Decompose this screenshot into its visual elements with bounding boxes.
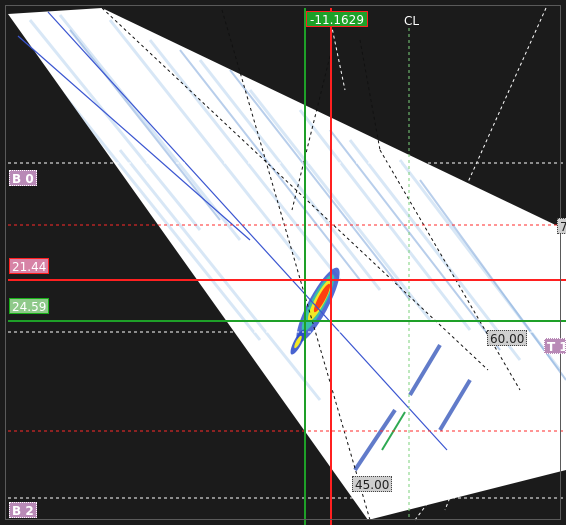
depth-grid-white [8,162,566,499]
cursor-position-readout[interactable]: -11.1629 [306,11,368,27]
depth-label-bottom: B 2 [9,502,37,518]
beam-axis-lines [17,11,448,451]
sector-fan [8,8,566,520]
red-cursor-value[interactable]: 21.44 [9,258,50,274]
green-cursor[interactable] [8,8,566,525]
angle-lines [329,7,547,521]
beam-boundaries [101,7,521,521]
depth-grid-red [8,224,566,432]
angle-label-45: 45.00 [352,476,393,492]
defect-indication [290,267,340,355]
angle-label-60: 60.00 [487,330,528,346]
depth-label-top: B 0 [9,170,37,186]
angle-label-edge: 7 [557,218,566,234]
centerline-label: CL [404,14,420,28]
thickness-label: T 1 [544,338,566,354]
red-cursor[interactable] [8,8,566,525]
green-cursor-value[interactable]: 24.59 [9,298,50,314]
